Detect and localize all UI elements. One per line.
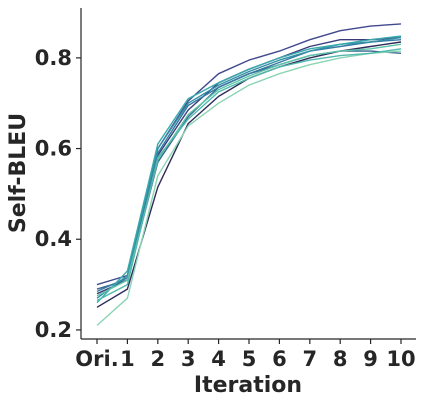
y-tick-label: 0.4	[35, 227, 72, 251]
x-tick-label: 8	[333, 347, 348, 371]
x-tick-label: 3	[181, 347, 196, 371]
y-axis-title: Self-BLEU	[6, 113, 31, 233]
x-tick-label: 7	[302, 347, 317, 371]
series-line-1	[96, 41, 402, 308]
series-line-8	[96, 43, 402, 297]
series-line-7	[96, 35, 402, 304]
y-tick-label: 0.8	[35, 46, 72, 70]
x-tick-label: 9	[363, 347, 378, 371]
series-line-10	[96, 48, 402, 302]
series-line-6	[96, 36, 402, 299]
x-tick-label: 4	[211, 347, 226, 371]
series-line-3	[96, 23, 402, 286]
x-tick-label: 10	[386, 347, 415, 371]
x-tick-label: 5	[242, 347, 257, 371]
x-tick-label: 6	[272, 347, 287, 371]
x-tick-label: 1	[120, 347, 135, 371]
x-axis-title: Iteration	[194, 373, 302, 398]
x-tick-label: Ori.	[75, 347, 118, 371]
x-tick-label: 2	[150, 347, 165, 371]
y-tick-label: 0.6	[35, 137, 72, 161]
ticks-layer: Ori. 1 2 3 4 5 6 7 8 9 10 0.2 0.4 0.6 0.8	[35, 46, 416, 371]
series-line-5	[96, 39, 402, 293]
series-line-9	[96, 50, 402, 326]
y-tick-label: 0.2	[35, 318, 72, 342]
axes-layer	[80, 8, 416, 340]
series-line-4	[96, 50, 402, 290]
series-layer	[96, 23, 402, 326]
